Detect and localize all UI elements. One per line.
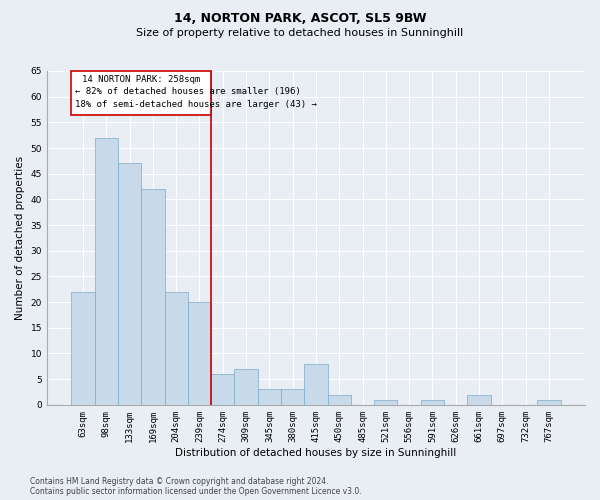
Bar: [235, 369, 258, 405]
Bar: [467, 394, 491, 405]
Bar: [537, 400, 560, 405]
Bar: [281, 390, 304, 405]
Bar: [421, 400, 444, 405]
Text: 18% of semi-detached houses are larger (43) →: 18% of semi-detached houses are larger (…: [75, 100, 317, 110]
Bar: [95, 138, 118, 405]
Text: 14 NORTON PARK: 258sqm: 14 NORTON PARK: 258sqm: [82, 74, 200, 84]
Bar: [211, 374, 235, 405]
Text: Contains HM Land Registry data © Crown copyright and database right 2024.: Contains HM Land Registry data © Crown c…: [30, 477, 329, 486]
Text: 14, NORTON PARK, ASCOT, SL5 9BW: 14, NORTON PARK, ASCOT, SL5 9BW: [174, 12, 426, 26]
Bar: [164, 292, 188, 405]
Text: Contains public sector information licensed under the Open Government Licence v3: Contains public sector information licen…: [30, 487, 362, 496]
Bar: [258, 390, 281, 405]
Text: Size of property relative to detached houses in Sunninghill: Size of property relative to detached ho…: [136, 28, 464, 38]
Text: ← 82% of detached houses are smaller (196): ← 82% of detached houses are smaller (19…: [75, 88, 301, 96]
Bar: [328, 394, 351, 405]
Y-axis label: Number of detached properties: Number of detached properties: [15, 156, 25, 320]
Bar: [71, 292, 95, 405]
Bar: [304, 364, 328, 405]
X-axis label: Distribution of detached houses by size in Sunninghill: Distribution of detached houses by size …: [175, 448, 457, 458]
Bar: [374, 400, 397, 405]
FancyBboxPatch shape: [71, 71, 211, 115]
Bar: [188, 302, 211, 405]
Bar: [141, 189, 164, 405]
Bar: [118, 164, 141, 405]
